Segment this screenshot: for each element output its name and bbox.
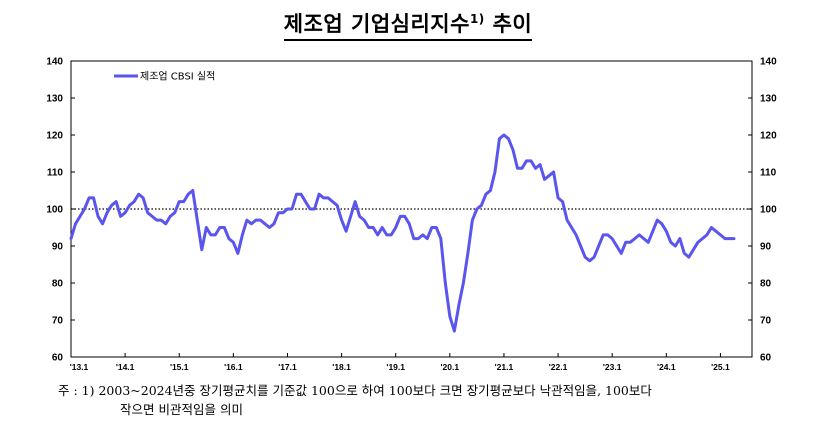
y-tick-label-right: 110 bbox=[760, 168, 777, 179]
y-tick-label-right: 60 bbox=[760, 353, 772, 364]
legend-label: 제조업 CBSI 실적 bbox=[140, 70, 215, 83]
chart-title-suffix: 추이 bbox=[492, 12, 533, 36]
x-tick-label: '16.1 bbox=[224, 362, 243, 372]
y-tick-label-right: 120 bbox=[760, 131, 777, 142]
footnote: 주 : 1) 2003~2024년중 장기평균치를 기준값 100으로 하여 1… bbox=[58, 381, 652, 419]
x-tick-label: '20.1 bbox=[441, 362, 460, 372]
y-tick-label-right: 70 bbox=[760, 316, 772, 327]
y-tick-label-right: 80 bbox=[760, 279, 772, 290]
y-tick-label-right: 130 bbox=[760, 94, 777, 105]
y-tick-label-left: 130 bbox=[46, 94, 63, 105]
y-tick-label-left: 70 bbox=[52, 316, 64, 327]
x-tick-label: '25.1 bbox=[711, 362, 730, 372]
chart-title: 제조업 기업심리지수1) 추이 bbox=[0, 8, 816, 41]
footnote-line-2: 작으면 비관적임을 의미 bbox=[120, 402, 243, 417]
y-tick-label-left: 110 bbox=[47, 168, 64, 179]
series-line-manufacturing-cbsi bbox=[69, 133, 736, 333]
y-tick-label-right: 140 bbox=[760, 57, 777, 68]
y-tick-label-left: 120 bbox=[46, 131, 63, 142]
x-tick-label: '21.1 bbox=[495, 362, 514, 372]
x-tick-label: '15.1 bbox=[170, 362, 189, 372]
y-tick-label-left: 60 bbox=[52, 353, 64, 364]
chart-title-main: 제조업 기업심리지수 bbox=[283, 12, 470, 36]
x-tick-label: '22.1 bbox=[549, 362, 568, 372]
x-tick-label: '18.1 bbox=[332, 362, 351, 372]
x-tick-label: '14.1 bbox=[116, 362, 135, 372]
footnote-line-1: 주 : 1) 2003~2024년중 장기평균치를 기준값 100으로 하여 1… bbox=[58, 383, 652, 398]
x-tick-label: '17.1 bbox=[278, 362, 297, 372]
y-tick-label-right: 100 bbox=[760, 205, 777, 216]
x-tick-label: '24.1 bbox=[657, 362, 676, 372]
y-tick-label-left: 90 bbox=[52, 242, 64, 253]
y-tick-label-left: 140 bbox=[46, 57, 63, 68]
y-tick-label-right: 90 bbox=[760, 242, 772, 253]
x-tick-label: '23.1 bbox=[603, 362, 622, 372]
x-tick-label: '19.1 bbox=[386, 362, 405, 372]
chart-title-footnote-mark: 1) bbox=[469, 12, 485, 26]
x-tick-label: '13.1 bbox=[70, 362, 89, 372]
y-tick-label-left: 100 bbox=[46, 205, 63, 216]
y-tick-label-left: 80 bbox=[52, 279, 64, 290]
